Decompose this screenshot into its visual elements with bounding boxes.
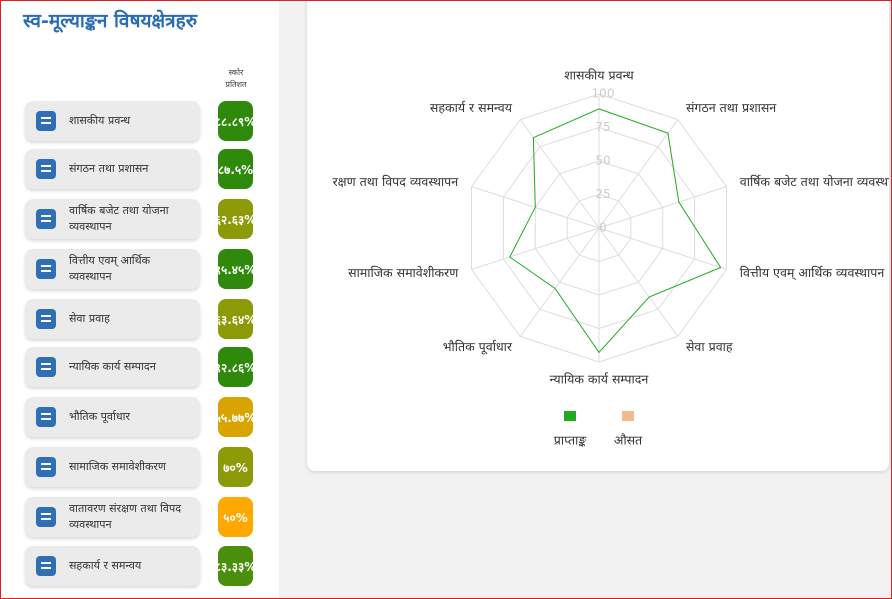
score-badge: ५०% (218, 497, 253, 537)
topic-row[interactable]: सहकार्य र समन्वय (25, 546, 200, 586)
r-tick-label: 25 (595, 187, 610, 201)
spoke (598, 227, 727, 270)
score-badge: ७०% (218, 447, 253, 487)
topic-icon (36, 209, 56, 229)
topic-label: सामाजिक समावेशीकरण (69, 459, 166, 473)
score-badge: ६२.६३% (218, 199, 253, 239)
topic-icon (36, 507, 56, 527)
spoke (471, 227, 600, 270)
topic-icon (36, 111, 56, 131)
legend-label: औसत (614, 433, 643, 448)
score-badge: ८७.५% (218, 149, 253, 189)
topic-row[interactable]: संगठन तथा प्रशासन (25, 149, 200, 189)
axis-label: शासकीय प्रवन्ध (564, 68, 634, 83)
radar-chart: शासकीय प्रवन्ध संगठन तथा प्रशासन वार्षिक ब… (333, 68, 889, 448)
axis-label: वार्षिक बजेट तथा योजना व्यवस्थापन (740, 174, 889, 189)
score-header: स्कोर (228, 68, 244, 77)
chart-card: शासकीय प्रवन्ध संगठन तथा प्रशासन वार्षिक ब… (307, 1, 889, 471)
topic-row[interactable]: सेवा प्रवाह (25, 299, 200, 339)
score-badge: ८३.३३% (218, 546, 253, 586)
axis-label: सहकार्य र समन्वय (430, 100, 513, 115)
axis-label: वित्तीय एवम् आर्थिक व्यवस्थापन (740, 265, 886, 281)
topic-label: वित्तीय एवम् आर्थिक व्यवस्थापन (69, 253, 151, 284)
axis-label: रक्षण तथा विपद व्यवस्थापन (333, 174, 460, 189)
axis-label: भौतिक पूर्वाधार (443, 339, 513, 355)
spoke (598, 186, 727, 229)
topic-icon (36, 407, 56, 427)
topic-row[interactable]: सामाजिक समावेशीकरण (25, 447, 200, 487)
r-tick-label: 100 (592, 87, 615, 101)
topic-label: भौतिक पूर्वाधार (69, 409, 130, 423)
spoke (519, 227, 600, 337)
score-badge: ५५.७७% (218, 397, 253, 437)
legend-swatch (622, 411, 634, 421)
r-tick-label: 0 (599, 221, 607, 235)
score-badge: ८८.८९% (218, 101, 253, 141)
topic-row[interactable]: वित्तीय एवम् आर्थिक व्यवस्थापन (25, 249, 200, 289)
legend-label: प्राप्ताङ्क (554, 433, 588, 448)
topic-label: संगठन तथा प्रशासन (69, 161, 149, 175)
panel-title: स्व-मूल्याङ्कन विषयक्षेत्रहरु (23, 10, 198, 32)
score-header: प्रतिशत (225, 80, 247, 89)
topic-row[interactable]: वार्षिक बजेट तथा योजना व्यवस्थापन (25, 199, 200, 239)
axis-label: संगठन तथा प्रशासन (686, 100, 777, 115)
r-tick-label: 50 (595, 154, 610, 168)
topic-row[interactable]: शासकीय प्रवन्ध (25, 101, 200, 141)
score-badge: ९५.४५% (218, 249, 253, 289)
topic-label: न्यायिक कार्य सम्पादन (69, 359, 156, 373)
topic-icon (36, 259, 56, 279)
topic-icon (36, 556, 56, 576)
topic-row[interactable]: वातावरण संरक्षण तथा विपद व्यवस्थापन (25, 497, 200, 537)
topic-icon (36, 309, 56, 329)
legend-swatch (564, 411, 576, 421)
spoke (519, 119, 600, 229)
topic-icon (36, 159, 56, 179)
data-polygon (509, 108, 722, 354)
score-badge: ९२.८६% (218, 347, 253, 387)
axis-label: सामाजिक समावेशीकरण (348, 265, 459, 280)
score-badge: ६३.६४% (218, 299, 253, 339)
topic-row[interactable]: न्यायिक कार्य सम्पादन (25, 347, 200, 387)
axis-label: सेवा प्रवाह (686, 339, 733, 354)
r-tick-label: 75 (595, 120, 610, 134)
topic-label: सहकार्य र समन्वय (69, 558, 142, 572)
topic-row[interactable]: भौतिक पूर्वाधार (25, 397, 200, 437)
topic-label: वातावरण संरक्षण तथा विपद व्यवस्थापन (69, 501, 182, 532)
score-panel: स्व-मूल्याङ्कन विषयक्षेत्रहरु स्कोर प्रत… (1, 1, 279, 598)
topic-label: सेवा प्रवाह (69, 311, 110, 325)
topic-label: वार्षिक बजेट तथा योजना व्यवस्थापन (69, 203, 169, 234)
spoke (598, 119, 679, 229)
topic-label: शासकीय प्रवन्ध (69, 113, 131, 127)
spoke (598, 227, 679, 337)
axis-label: न्यायिक कार्य सम्पादन (550, 372, 650, 387)
topic-icon (36, 357, 56, 377)
topic-icon (36, 457, 56, 477)
